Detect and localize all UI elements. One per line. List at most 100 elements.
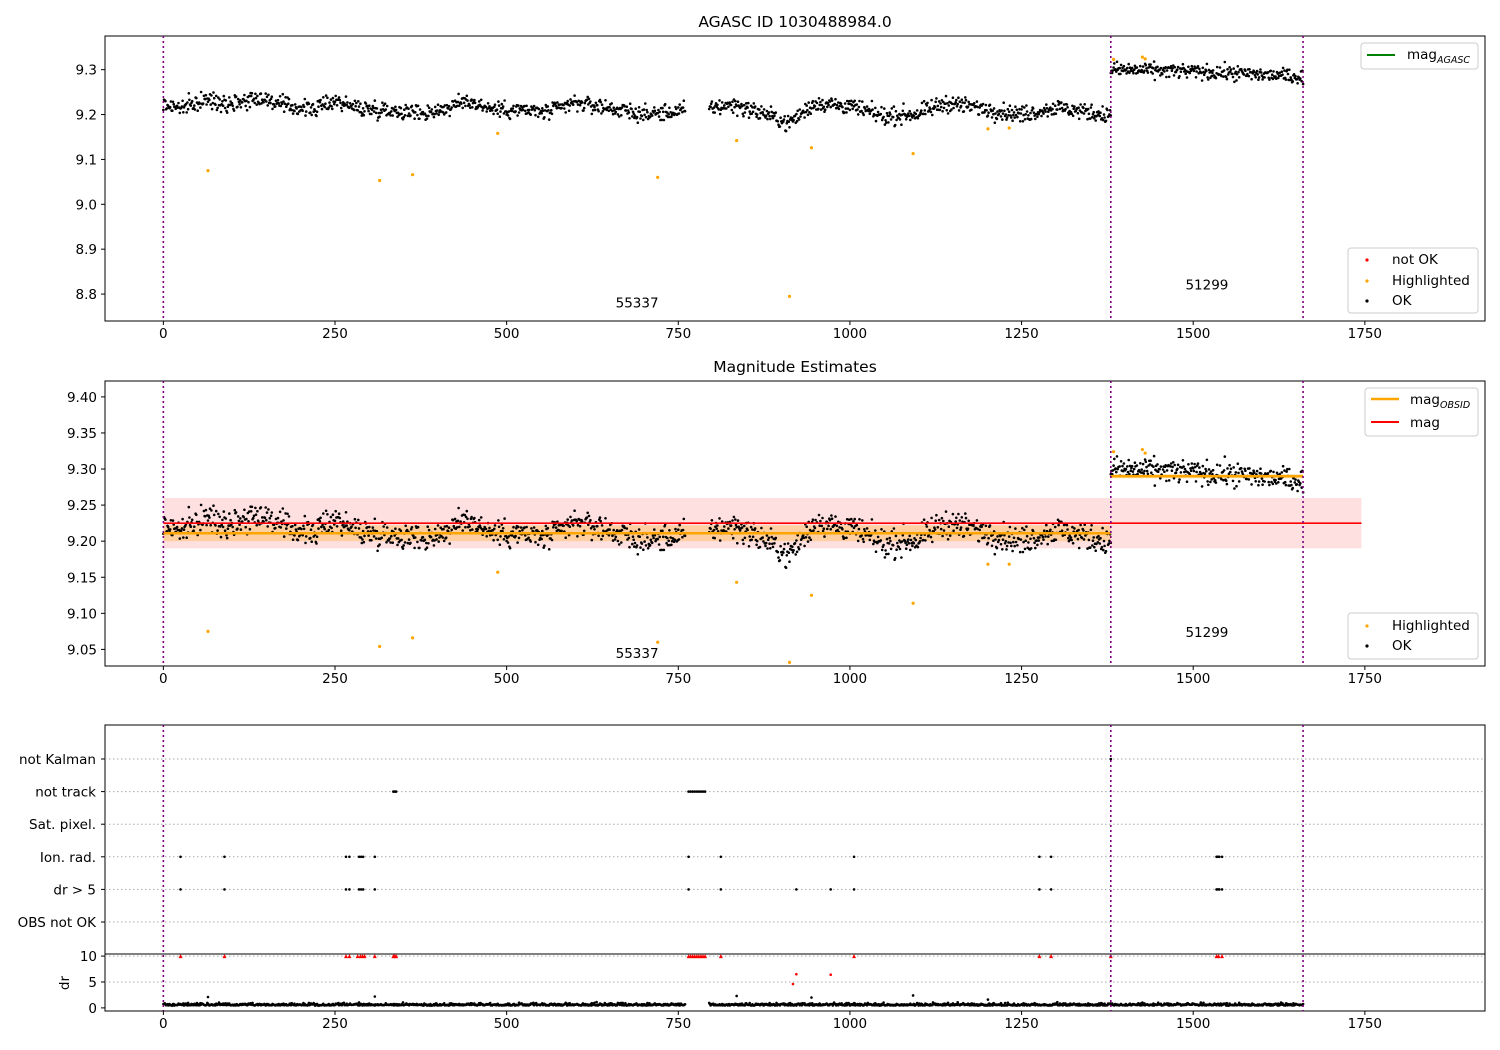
agasc-ok-point — [344, 95, 348, 98]
agasc-ok-point — [950, 108, 953, 111]
flag-point — [223, 888, 226, 891]
estimates-ok-point — [385, 526, 389, 529]
agasc-ok-point — [282, 110, 286, 113]
agasc-ok-point — [186, 107, 190, 111]
estimates-ok-point — [547, 548, 551, 551]
estimates-ok-point — [1074, 534, 1078, 537]
agasc-ok-point — [668, 106, 671, 110]
agasc-ok-point — [661, 110, 665, 114]
agasc-ok-point — [1214, 76, 1218, 80]
estimates-highlighted-point — [787, 660, 792, 664]
agasc-ok-point — [451, 100, 455, 103]
agasc-ok-point — [372, 106, 375, 110]
estimates-ok-point — [1167, 479, 1171, 482]
agasc-ok-point — [861, 100, 864, 103]
estimates-ok-point — [944, 510, 948, 513]
agasc-ok-point — [1060, 101, 1063, 104]
agasc-ok-point — [372, 110, 376, 113]
agasc-ok-point — [731, 100, 734, 103]
estimates-ok-point — [731, 536, 735, 540]
agasc-ok-point — [628, 102, 632, 105]
estimates-ok-point — [806, 540, 810, 543]
estimates-ok-point — [287, 515, 291, 518]
agasc-ok-point — [203, 97, 207, 101]
estimates-ok-point — [1113, 457, 1116, 461]
dr-ok-point — [186, 1001, 190, 1005]
estimates-ok-point — [1086, 547, 1089, 550]
estimates-ok-point — [401, 547, 405, 550]
estimates-ok-point — [1215, 463, 1219, 467]
estimates-ok-point — [777, 556, 780, 559]
agasc-ok-point — [637, 106, 641, 109]
estimates-ok-point — [254, 506, 257, 510]
agasc-ok-point — [366, 107, 370, 110]
estimates-ytick-label-6: 9.35 — [67, 426, 97, 442]
agasc-ok-point — [1231, 72, 1234, 76]
estimates-ok-point — [900, 540, 904, 543]
agasc-ok-point — [811, 99, 815, 103]
agasc-ok-point — [813, 105, 817, 108]
agasc-ok-point — [473, 98, 476, 102]
estimates-legend-top: magOBSID mag — [1364, 387, 1479, 437]
estimates-ok-point — [523, 534, 527, 537]
flag-point — [344, 888, 348, 891]
agasc-ok-point — [868, 112, 872, 115]
estimates-ok-point — [1128, 472, 1131, 476]
estimates-ok-point — [279, 526, 283, 529]
agasc-ok-point — [1237, 76, 1241, 79]
agasc-ok-point — [608, 106, 611, 109]
legend-label-ok: OK — [1392, 293, 1413, 309]
estimates-ok-point — [304, 541, 307, 545]
agasc-ok-point — [1222, 69, 1226, 72]
flag-point — [357, 855, 361, 859]
estimates-ok-point — [1008, 525, 1012, 529]
estimates-ok-point — [1021, 550, 1025, 554]
estimates-ok-point — [322, 512, 325, 515]
estimates-ok-point — [826, 527, 829, 531]
agasc-ok-point — [951, 96, 955, 99]
agasc-ok-point — [1126, 66, 1129, 70]
estimates-ok-point — [168, 528, 172, 531]
estimates-ok-point — [1126, 470, 1130, 474]
agasc-ok-point — [934, 100, 937, 104]
agasc-ok-point — [713, 111, 716, 114]
agasc-ok-point — [828, 100, 832, 103]
estimates-ok-point — [1295, 483, 1299, 486]
agasc-ok-point — [600, 103, 604, 106]
agasc-ok-point — [353, 99, 357, 103]
estimates-ok-point — [1156, 470, 1160, 474]
estimates-xtick-label-1750: 1750 — [1348, 671, 1382, 687]
agasc-ok-point — [466, 99, 469, 102]
estimates-ok-point — [993, 552, 997, 556]
agasc-ok-point — [823, 110, 826, 113]
estimates-ok-point — [575, 519, 578, 523]
agasc-xtick-label-250: 250 — [322, 326, 348, 342]
agasc-ok-point — [407, 107, 410, 110]
agasc-ok-point — [276, 98, 280, 102]
estimates-ok-point — [269, 514, 273, 518]
estimates-ok-point — [857, 527, 861, 531]
estimates-ok-point — [234, 511, 238, 514]
estimates-ok-point — [874, 529, 877, 532]
estimates-ok-point — [341, 523, 344, 527]
estimates-ok-point — [380, 536, 384, 540]
estimates-ok-point — [631, 535, 635, 538]
agasc-ok-point — [1077, 117, 1081, 121]
estimates-ok-point — [1213, 479, 1217, 482]
estimates-ok-point — [1128, 464, 1132, 468]
estimates-ok-point — [712, 528, 716, 532]
agasc-ok-point — [902, 102, 905, 105]
agasc-ok-point — [785, 122, 789, 125]
estimates-ok-point — [470, 515, 473, 519]
agasc-ok-point — [376, 119, 379, 122]
agasc-ok-point — [960, 98, 964, 101]
estimates-ok-point — [1209, 480, 1212, 484]
estimates-ok-point — [527, 536, 530, 540]
estimates-ok-point — [1129, 469, 1132, 473]
estimates-ok-point — [569, 515, 572, 519]
agasc-ok-point — [922, 112, 925, 116]
estimates-ok-point — [1042, 538, 1045, 541]
estimates-ok-point — [646, 536, 649, 539]
agasc-ok-point — [436, 109, 439, 112]
agasc-ok-point — [1248, 68, 1251, 71]
